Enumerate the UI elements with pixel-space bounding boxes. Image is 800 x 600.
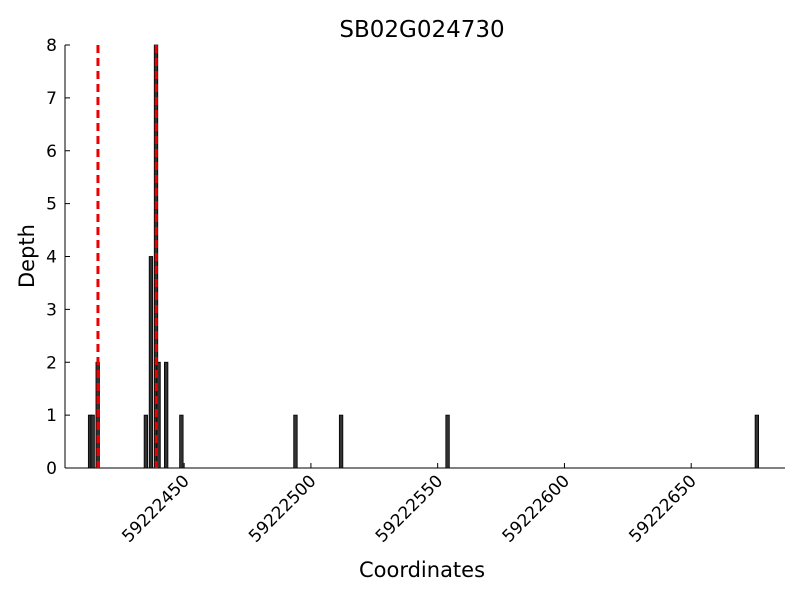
x-tick-label: 59222650 [625, 471, 700, 546]
bar [143, 414, 149, 469]
bar [338, 414, 344, 469]
y-tick-label: 3 [46, 300, 57, 320]
bar [754, 414, 760, 469]
y-tick-label: 1 [46, 406, 57, 426]
bar [293, 414, 298, 469]
y-tick-label: 8 [46, 36, 57, 56]
bar [164, 361, 169, 469]
x-tick-label: 59222450 [118, 471, 193, 546]
y-tick-label: 4 [46, 248, 57, 268]
chart-title: SB02G024730 [339, 17, 504, 43]
bar [179, 414, 184, 469]
y-tick-label: 6 [46, 142, 57, 162]
y-tick-label: 5 [46, 195, 57, 215]
x-axis-label: Coordinates [359, 558, 485, 582]
x-tick-label: 59222600 [499, 471, 574, 546]
y-tick-label: 2 [46, 353, 57, 373]
bar [445, 414, 450, 469]
bar [148, 256, 154, 469]
bar [90, 414, 95, 469]
y-axis-label: Depth [15, 224, 39, 288]
x-tick-label: 59222500 [245, 471, 320, 546]
y-tick-label: 0 [46, 459, 57, 479]
y-tick-label: 7 [46, 89, 57, 109]
x-tick-label: 59222550 [372, 471, 447, 546]
